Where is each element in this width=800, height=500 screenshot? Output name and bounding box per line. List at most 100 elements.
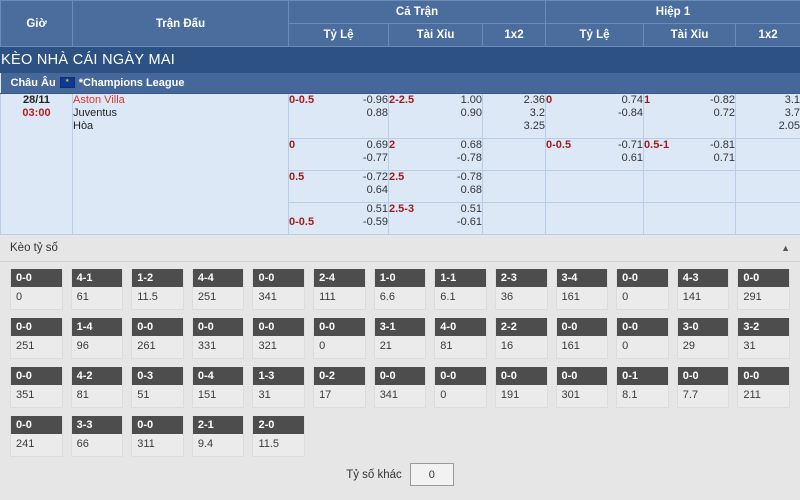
- score-cell-inner[interactable]: 4-2 81: [70, 367, 124, 408]
- ft-handicap-values[interactable]: -0.72 0.64: [289, 171, 388, 197]
- score-odd-value[interactable]: 241: [16, 438, 35, 450]
- cell-h1-handicap[interactable]: 0-0.5 -0.71 0.61: [545, 138, 645, 171]
- score-cell-inner[interactable]: 2-1 9.4: [191, 416, 245, 457]
- team-home[interactable]: Aston Villa: [73, 94, 125, 106]
- odd-value[interactable]: 0.74: [621, 94, 644, 106]
- score-cell-inner[interactable]: 0-0 301: [555, 367, 609, 408]
- odd-value[interactable]: 0.72: [713, 107, 736, 119]
- score-cell-inner[interactable]: 0-0 241: [10, 416, 63, 457]
- cell-ft-handicap[interactable]: 0-0.5 -0.96 0.88: [288, 93, 389, 139]
- score-cell[interactable]: 0-0 7.7: [673, 364, 734, 413]
- score-odd-value[interactable]: 7.7: [682, 389, 699, 401]
- score-odd-value[interactable]: 161: [561, 340, 580, 352]
- score-odd-value[interactable]: 61: [76, 291, 89, 303]
- other-score-value[interactable]: 0: [409, 463, 454, 486]
- odd-value[interactable]: -0.77: [362, 152, 388, 164]
- score-cell-inner[interactable]: 3-3 66: [70, 416, 124, 457]
- score-cell-inner[interactable]: 4-3 141: [676, 269, 730, 310]
- score-cell[interactable]: 0-3 51: [127, 364, 188, 413]
- score-cell-inner[interactable]: 0-3 51: [131, 367, 184, 408]
- odd-value[interactable]: 0.51: [366, 203, 388, 215]
- score-odd-value[interactable]: 66: [76, 438, 89, 450]
- league-name-label[interactable]: *Champions League: [78, 76, 185, 89]
- score-cell[interactable]: 4-2 81: [67, 364, 128, 413]
- score-cell-inner[interactable]: 0-0 261: [131, 318, 184, 359]
- score-cell[interactable]: 2-0 11.5: [248, 413, 309, 462]
- score-cell[interactable]: 0-0 251: [6, 315, 67, 364]
- odd-value[interactable]: 0.68: [460, 184, 482, 196]
- score-cell[interactable]: 0-0 241: [6, 413, 67, 462]
- h1-handicap-values[interactable]: -0.71 0.61: [546, 139, 643, 165]
- score-cell[interactable]: 0-0 261: [127, 315, 188, 364]
- score-cell[interactable]: 0-0 0: [309, 315, 370, 364]
- score-cell[interactable]: 0-0 161: [552, 315, 613, 364]
- ft-ou-values[interactable]: 1.00 0.90: [389, 94, 482, 120]
- cell-ft-handicap[interactable]: 0.51 0-0.5 -0.59: [288, 202, 389, 235]
- score-odd-value[interactable]: 36: [500, 291, 514, 303]
- odd-value[interactable]: 1.00: [460, 94, 482, 106]
- score-cell[interactable]: 0-0 0: [430, 364, 491, 413]
- score-odd-value[interactable]: 17: [319, 389, 332, 401]
- league-row[interactable]: Châu Âu *Champions League: [0, 73, 800, 94]
- score-cell-inner[interactable]: 1-3 31: [252, 367, 306, 408]
- score-cell[interactable]: 0-0 331: [188, 315, 249, 364]
- cell-ft-overunder[interactable]: 2-2.5 1.00 0.90: [388, 93, 483, 139]
- cell-h1-overunder[interactable]: 1 -0.82 0.72: [643, 93, 737, 139]
- score-odd-value[interactable]: 161: [561, 291, 580, 303]
- score-cell[interactable]: 1-2 11.5: [127, 266, 188, 315]
- odd-value[interactable]: -0.78: [456, 171, 482, 183]
- score-odd-value[interactable]: 51: [137, 389, 150, 401]
- score-cell[interactable]: 1-0 6.6: [370, 266, 431, 315]
- ft-ou-values[interactable]: 0.51 -0.61: [389, 203, 482, 229]
- score-cell[interactable]: 0-0 341: [248, 266, 309, 315]
- score-cell-inner[interactable]: 3-2 31: [737, 318, 790, 359]
- cell-ft-handicap[interactable]: 0.5 -0.72 0.64: [288, 170, 389, 203]
- score-cell[interactable]: 0-0 211: [733, 364, 794, 413]
- score-cell-inner[interactable]: 2-4 111: [313, 269, 366, 310]
- score-odd-value[interactable]: 11.5: [137, 291, 158, 303]
- ft-handicap-values[interactable]: -0.96 0.88: [289, 94, 388, 120]
- score-cell-inner[interactable]: 0-0 191: [494, 367, 548, 408]
- score-cell-inner[interactable]: 0-0 0: [313, 318, 366, 359]
- cell-ft-handicap[interactable]: 0 0.69 -0.77: [288, 138, 389, 171]
- score-cell[interactable]: 0-1 8.1: [612, 364, 673, 413]
- ft-handicap-values[interactable]: 0.51: [289, 203, 388, 216]
- score-cell[interactable]: 0-0 0: [6, 266, 67, 315]
- cell-h1-handicap[interactable]: 0 0.74 -0.84: [545, 93, 645, 139]
- odd-value[interactable]: 0.90: [460, 107, 482, 119]
- score-odd-value[interactable]: 351: [16, 389, 35, 401]
- score-cell[interactable]: 1-1 6.1: [430, 266, 491, 315]
- score-cell-inner[interactable]: 0-0 251: [10, 318, 63, 359]
- ft-handicap-values[interactable]: 0.69 -0.77: [289, 139, 388, 165]
- score-odd-value[interactable]: 331: [197, 340, 217, 352]
- score-cell[interactable]: 0-0 321: [248, 315, 309, 364]
- score-cell-inner[interactable]: 3-1 21: [373, 318, 427, 359]
- score-odd-value[interactable]: 0: [622, 340, 629, 352]
- odd-value[interactable]: -0.84: [617, 107, 644, 119]
- odd-value[interactable]: 3.25: [523, 120, 546, 132]
- score-odd-value[interactable]: 31: [258, 389, 271, 401]
- score-cell-inner[interactable]: 2-3 36: [494, 269, 548, 310]
- score-cell-inner[interactable]: 0-0 291: [737, 269, 790, 310]
- score-odd-value[interactable]: 211: [743, 389, 761, 401]
- score-cell[interactable]: 0-0 301: [552, 364, 613, 413]
- cell-h1-1x2[interactable]: 3.1 3.7 2.05: [735, 93, 800, 139]
- score-cell[interactable]: 4-0 81: [430, 315, 491, 364]
- score-odd-value[interactable]: 0: [622, 291, 629, 303]
- score-cell-inner[interactable]: 0-0 331: [191, 318, 245, 359]
- odd-value[interactable]: 0.64: [366, 184, 388, 196]
- score-cell[interactable]: 0-4 151: [188, 364, 249, 413]
- score-cell[interactable]: 0-0 191: [491, 364, 552, 413]
- score-cell-inner[interactable]: 2-0 11.5: [252, 416, 306, 457]
- score-odd-value[interactable]: 321: [258, 340, 277, 352]
- score-cell-inner[interactable]: 0-0 341: [252, 269, 306, 310]
- score-cell[interactable]: 1-3 31: [248, 364, 309, 413]
- odd-value[interactable]: 3.7: [784, 107, 800, 119]
- odd-value[interactable]: -0.71: [617, 139, 644, 151]
- score-cell-inner[interactable]: 3-0 29: [676, 318, 730, 359]
- team-draw[interactable]: Hòa: [73, 120, 94, 132]
- cell-ft-1x2[interactable]: 2.36 3.2 3.25: [481, 93, 547, 139]
- odd-value[interactable]: -0.96: [362, 94, 388, 106]
- score-cell[interactable]: 3-3 66: [67, 413, 128, 462]
- score-cell[interactable]: 3-2 31: [733, 315, 794, 364]
